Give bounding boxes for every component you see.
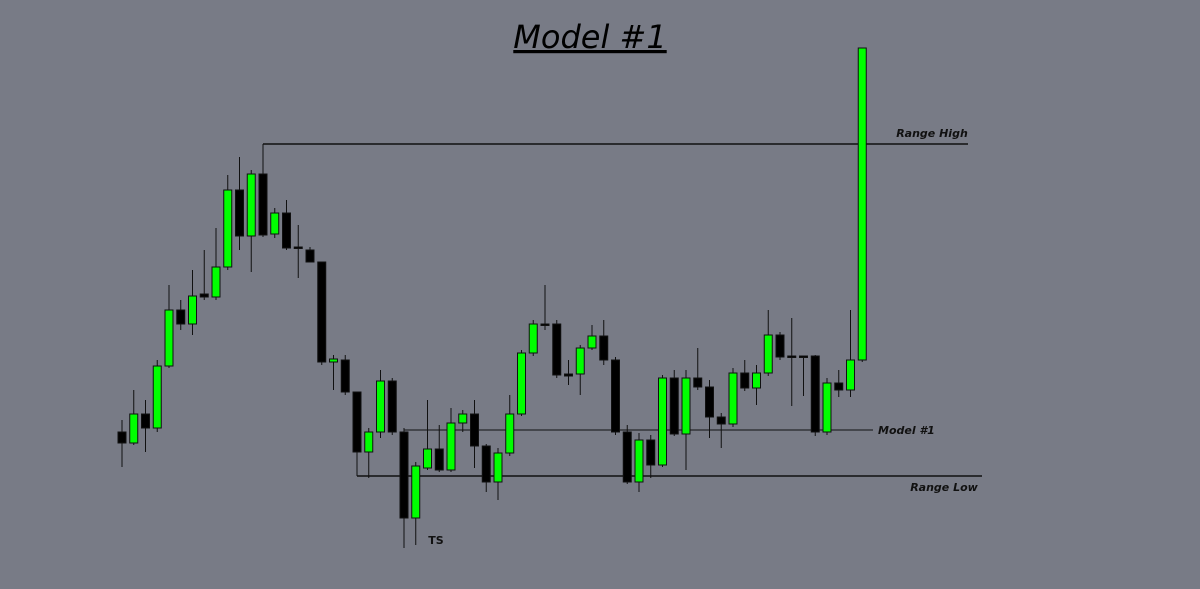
candle-body — [364, 431, 374, 453]
candle-body — [799, 355, 808, 358]
candle-body — [329, 358, 338, 363]
candle-body — [282, 212, 291, 249]
candle-body — [857, 47, 867, 361]
candle-body — [599, 335, 609, 361]
annotation: TS — [428, 534, 444, 547]
candle-body — [446, 422, 456, 471]
candle-body — [164, 309, 174, 367]
candle-body — [188, 295, 197, 325]
candle-body — [305, 249, 315, 263]
candle-body — [293, 246, 303, 249]
candle-body — [481, 445, 491, 483]
candle-body — [669, 377, 679, 435]
candle-body — [117, 431, 127, 444]
candle-body — [423, 448, 432, 469]
candle-body — [223, 189, 233, 268]
candle-body — [340, 359, 350, 393]
candle-body — [493, 452, 503, 483]
candle-body — [517, 352, 526, 415]
candle-body — [235, 189, 244, 237]
candle-body — [246, 173, 256, 237]
level-label: Range Low — [910, 481, 978, 494]
candle-body — [587, 335, 597, 349]
candle-body — [552, 323, 562, 376]
candle-body — [352, 391, 362, 453]
candle-body — [787, 355, 797, 358]
candle-body — [317, 261, 327, 363]
level-label: Model #1 — [878, 424, 935, 437]
candle-body — [763, 334, 773, 374]
candle-body — [470, 413, 479, 447]
candle-body — [622, 431, 632, 483]
level-label: Range High — [896, 127, 968, 140]
chart-title: Model #1 — [513, 18, 666, 56]
candle-body — [705, 386, 714, 418]
candle-body — [458, 413, 468, 424]
candle-body — [658, 377, 667, 466]
candle-body — [810, 355, 820, 433]
candle-body — [376, 380, 385, 433]
candle-body — [211, 266, 221, 298]
candle-body — [434, 448, 444, 471]
candle-body — [564, 373, 573, 377]
candle-body — [505, 413, 515, 454]
candle-body — [822, 382, 832, 433]
candle-body — [176, 309, 186, 325]
candle-body — [752, 372, 761, 389]
candle-body — [728, 372, 738, 425]
candle-body — [775, 334, 785, 358]
candle-body — [740, 372, 750, 389]
candle-body — [129, 413, 139, 444]
candle-body — [141, 413, 150, 429]
candle-body — [258, 173, 268, 236]
candle-body — [646, 439, 656, 466]
candle-body — [540, 323, 550, 326]
candle-body — [834, 382, 844, 391]
candle-body — [681, 377, 691, 435]
candle-body — [270, 212, 280, 235]
candle-body — [528, 323, 538, 354]
candle-body — [575, 347, 585, 375]
candle-body — [693, 377, 703, 388]
candle-body — [152, 365, 162, 429]
candle-body — [846, 359, 855, 391]
candle-body — [199, 293, 209, 298]
candle-body — [399, 431, 409, 519]
candle-body — [634, 439, 644, 483]
candle-body — [716, 416, 726, 425]
candle-body — [387, 380, 397, 433]
candle-body — [411, 465, 421, 519]
candle-body — [611, 359, 620, 433]
